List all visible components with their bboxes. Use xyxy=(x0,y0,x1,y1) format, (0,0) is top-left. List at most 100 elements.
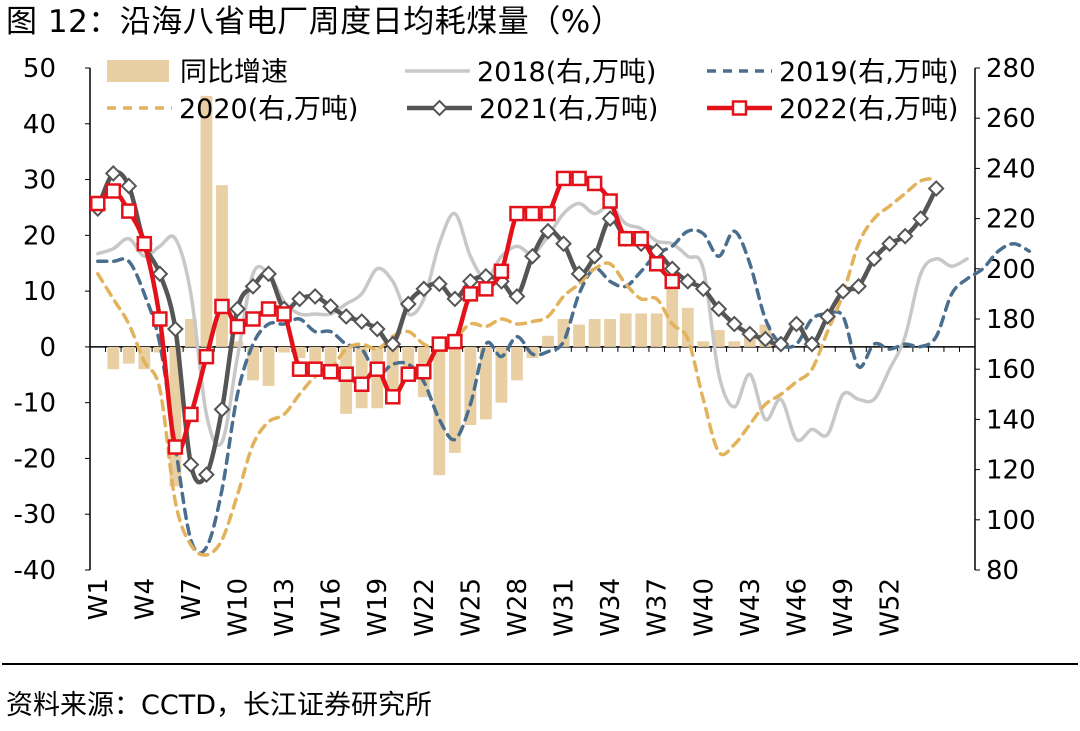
x-tick-label: W10 xyxy=(224,578,254,637)
series-point-2021 xyxy=(166,320,184,338)
bar xyxy=(604,319,617,347)
series-point-2022 xyxy=(586,175,603,192)
series-point-2021 xyxy=(725,315,743,333)
bar xyxy=(464,346,477,425)
series-point-2021 xyxy=(337,308,355,325)
series-point-2021 xyxy=(384,335,402,353)
legend-label-2021: 2021(右,万吨) xyxy=(479,94,658,125)
series-point-2022 xyxy=(633,230,649,247)
bar xyxy=(386,346,399,398)
legend: 同比增速 2018(右,万吨) 2019(右,万吨) 2020(右,万吨) 2021(右… xyxy=(107,57,958,125)
series-point-2021 xyxy=(104,165,122,182)
line-series xyxy=(89,165,1032,557)
series-point-2021 xyxy=(415,280,433,298)
bar xyxy=(309,346,322,364)
series-point-2021 xyxy=(912,210,930,228)
x-tick-label: W31 xyxy=(550,578,580,637)
legend-label-2019: 2019(右,万吨) xyxy=(779,57,958,88)
series-point-2022 xyxy=(90,195,106,212)
x-tick-label: W49 xyxy=(829,578,859,637)
series-point-2022 xyxy=(276,306,292,322)
series-point-2022 xyxy=(509,205,525,222)
bar xyxy=(247,346,259,381)
series-point-2022 xyxy=(555,170,572,187)
bar xyxy=(697,341,710,347)
series-point-2021 xyxy=(291,290,309,308)
series-point-2021 xyxy=(896,227,914,245)
series-point-2021 xyxy=(244,277,262,295)
series-point-2021 xyxy=(865,250,883,268)
series-point-2021 xyxy=(881,235,899,253)
bar xyxy=(712,330,725,347)
bar xyxy=(293,346,306,359)
right-tick-label: 240 xyxy=(986,154,1036,184)
series-point-2021 xyxy=(834,282,852,300)
right-tick-label: 260 xyxy=(986,104,1036,134)
x-tick-label: W40 xyxy=(689,578,719,637)
bar xyxy=(448,346,461,453)
bar xyxy=(200,95,213,347)
left-tick-label: 20 xyxy=(23,221,56,251)
series-point-2022 xyxy=(462,286,479,302)
series-point-2021 xyxy=(508,287,526,305)
series-point-2022 xyxy=(369,361,385,377)
left-tick-label: 40 xyxy=(23,110,56,140)
right-tick-label: 80 xyxy=(986,556,1019,586)
bar xyxy=(153,346,166,353)
series-point-2021 xyxy=(586,247,604,265)
series-point-2022 xyxy=(322,363,339,380)
x-tick-label: W19 xyxy=(363,578,393,637)
right-tick-label: 200 xyxy=(986,255,1036,285)
series-point-2022 xyxy=(214,298,230,315)
bar xyxy=(480,346,492,420)
series-point-2021 xyxy=(756,330,774,348)
series-point-2021 xyxy=(229,300,246,318)
bar xyxy=(262,346,275,386)
bar xyxy=(681,307,694,347)
bar xyxy=(495,346,508,403)
series-point-2022 xyxy=(431,336,448,352)
left-tick-label: -20 xyxy=(14,444,56,474)
bar xyxy=(278,346,290,353)
series-point-2022 xyxy=(478,281,494,297)
series-point-2022 xyxy=(338,366,354,382)
source-note: 资料来源：CCTD，长江证券研究所 xyxy=(6,690,432,721)
series-point-2022 xyxy=(524,205,541,222)
series-point-2021 xyxy=(772,335,790,353)
series-point-2022 xyxy=(385,389,401,405)
series-point-2021 xyxy=(694,280,712,298)
series-point-2022 xyxy=(617,230,634,247)
series-point-2022 xyxy=(291,361,308,377)
right-tick-label: 220 xyxy=(986,205,1036,235)
series-point-2021 xyxy=(741,325,759,343)
x-tick-label: W1 xyxy=(84,578,114,620)
series-point-2022 xyxy=(152,311,168,327)
legend-label-2022: 2022(右,万吨) xyxy=(779,94,958,125)
series-point-2022 xyxy=(602,193,618,209)
x-tick-label: W52 xyxy=(876,578,906,637)
x-tick-label: W37 xyxy=(643,578,673,637)
series-point-2021 xyxy=(430,275,448,293)
bar xyxy=(185,319,197,347)
bar xyxy=(169,346,182,487)
series-point-2021 xyxy=(555,235,572,253)
series-point-2021 xyxy=(368,320,386,338)
right-tick-label: 160 xyxy=(986,355,1036,385)
x-tick-label: W22 xyxy=(410,578,440,637)
x-tick-label: W34 xyxy=(596,578,626,637)
legend-label-2020: 2020(右,万吨) xyxy=(179,94,358,125)
series-point-2022 xyxy=(245,311,261,327)
legend-marker-2021 xyxy=(431,99,448,117)
series-point-2022 xyxy=(416,363,432,380)
bar xyxy=(122,346,135,364)
x-tick-label: W4 xyxy=(130,578,160,620)
series-point-2021 xyxy=(679,272,697,290)
series-point-2021 xyxy=(260,265,277,283)
left-tick-label: 10 xyxy=(23,277,56,307)
series-point-2022 xyxy=(167,439,184,455)
x-tick-label: W46 xyxy=(782,578,812,637)
bar xyxy=(542,335,554,347)
bar xyxy=(635,313,648,347)
series-point-2021 xyxy=(446,290,464,308)
